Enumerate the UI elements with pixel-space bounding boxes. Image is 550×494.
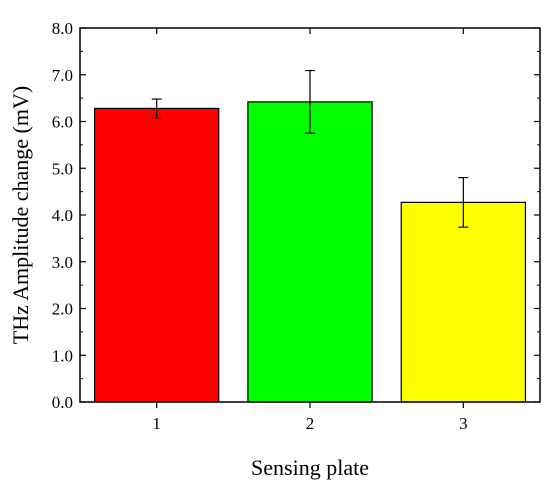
bar-2 [247,101,373,403]
error-bar-2 [305,69,315,134]
bar-1 [93,107,220,403]
x-axis-title: Sensing plate [251,455,369,480]
error-bar-3 [458,177,469,228]
y-tick-label: 7.0 [52,66,73,85]
error-bars-group [151,69,469,228]
bars-group [93,101,527,403]
x-tick-label: 1 [152,414,161,433]
y-axis-title: THz Amplitude change (mV) [8,86,33,344]
y-tick-label: 4.0 [52,206,73,225]
error-bar-1 [151,98,162,119]
y-tick-label: 0.0 [52,393,73,412]
y-axis-ticks: 0.0 1.0 2.0 3.0 4.0 5.0 6.0 7.0 8.0 [52,19,540,412]
x-tick-label: 3 [459,414,468,433]
bar-3 [400,201,527,403]
y-tick-label: 5.0 [52,159,73,178]
y-tick-label: 1.0 [52,346,73,365]
x-tick-label: 2 [306,414,315,433]
y-tick-label: 2.0 [52,300,73,319]
y-tick-label: 6.0 [52,113,73,132]
x-axis-ticks: 1 2 3 [152,28,468,433]
y-tick-label: 8.0 [52,19,73,38]
y-tick-label: 3.0 [52,253,73,272]
